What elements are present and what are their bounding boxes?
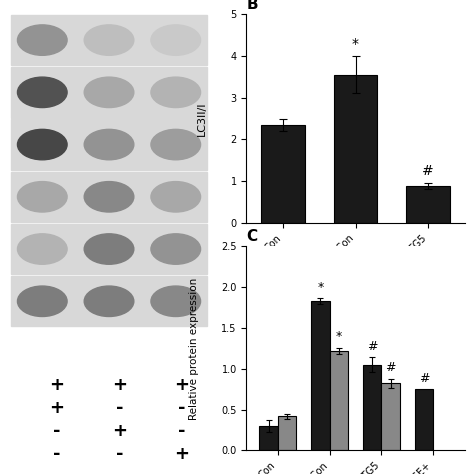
Text: *: * xyxy=(317,281,324,294)
Text: #: # xyxy=(367,340,378,353)
Text: -: - xyxy=(116,399,123,417)
Bar xyxy=(363,365,382,450)
Ellipse shape xyxy=(18,25,67,55)
Text: #: # xyxy=(422,164,434,178)
Ellipse shape xyxy=(18,182,67,212)
Bar xyxy=(329,351,348,450)
Bar xyxy=(406,186,450,223)
Ellipse shape xyxy=(151,286,201,317)
Bar xyxy=(11,67,207,118)
Text: +: + xyxy=(49,399,64,417)
Ellipse shape xyxy=(151,182,201,212)
Bar xyxy=(334,75,377,223)
Bar xyxy=(259,426,278,450)
Text: +: + xyxy=(174,445,190,463)
Ellipse shape xyxy=(84,77,134,108)
Y-axis label: LC3II/I: LC3II/I xyxy=(197,101,207,136)
Text: -: - xyxy=(53,445,61,463)
Bar xyxy=(382,383,400,450)
Ellipse shape xyxy=(151,129,201,160)
Bar xyxy=(11,15,207,65)
Bar xyxy=(278,416,296,450)
Bar xyxy=(311,301,329,450)
Bar xyxy=(11,172,207,222)
Text: +: + xyxy=(112,376,127,394)
Ellipse shape xyxy=(84,286,134,317)
Text: B: B xyxy=(246,0,258,12)
Text: *: * xyxy=(336,330,342,344)
Y-axis label: Relative protein expression: Relative protein expression xyxy=(189,277,199,419)
Text: #: # xyxy=(385,362,396,374)
Ellipse shape xyxy=(151,25,201,55)
Ellipse shape xyxy=(151,77,201,108)
Ellipse shape xyxy=(18,77,67,108)
Text: +: + xyxy=(112,422,127,440)
Text: C: C xyxy=(246,229,257,244)
Text: -: - xyxy=(178,399,186,417)
Text: -: - xyxy=(53,422,61,440)
Ellipse shape xyxy=(18,129,67,160)
Text: #: # xyxy=(419,372,429,385)
Ellipse shape xyxy=(84,25,134,55)
Ellipse shape xyxy=(18,234,67,264)
Bar xyxy=(11,119,207,170)
Text: -: - xyxy=(116,445,123,463)
Ellipse shape xyxy=(84,234,134,264)
Bar xyxy=(11,224,207,274)
Bar xyxy=(415,389,433,450)
Text: -: - xyxy=(178,422,186,440)
Ellipse shape xyxy=(84,182,134,212)
Ellipse shape xyxy=(84,129,134,160)
Text: +: + xyxy=(49,376,64,394)
Text: *: * xyxy=(352,37,359,51)
Bar xyxy=(11,276,207,327)
Ellipse shape xyxy=(151,234,201,264)
Bar xyxy=(261,125,305,223)
Ellipse shape xyxy=(18,286,67,317)
Text: +: + xyxy=(174,376,190,394)
